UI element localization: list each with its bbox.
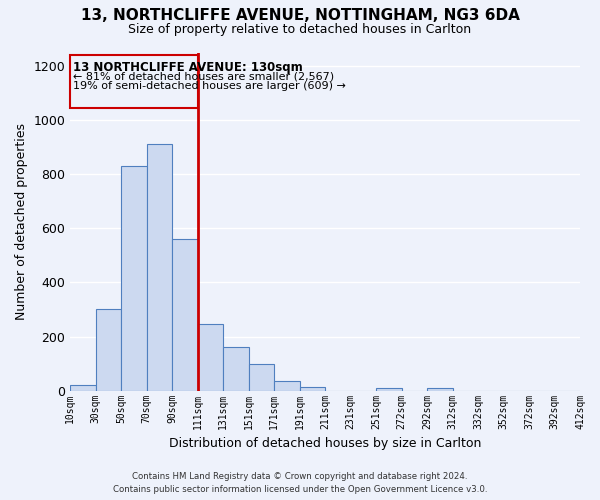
Text: Size of property relative to detached houses in Carlton: Size of property relative to detached ho… bbox=[128, 22, 472, 36]
Text: Contains HM Land Registry data © Crown copyright and database right 2024.
Contai: Contains HM Land Registry data © Crown c… bbox=[113, 472, 487, 494]
Text: 19% of semi-detached houses are larger (609) →: 19% of semi-detached houses are larger (… bbox=[73, 82, 346, 92]
Bar bbox=[427, 388, 452, 390]
Text: 13, NORTHCLIFFE AVENUE, NOTTINGHAM, NG3 6DA: 13, NORTHCLIFFE AVENUE, NOTTINGHAM, NG3 … bbox=[80, 8, 520, 22]
Y-axis label: Number of detached properties: Number of detached properties bbox=[15, 123, 28, 320]
Bar bbox=[299, 386, 325, 390]
FancyBboxPatch shape bbox=[70, 55, 198, 108]
Bar bbox=[147, 144, 172, 390]
Text: ← 81% of detached houses are smaller (2,567): ← 81% of detached houses are smaller (2,… bbox=[73, 72, 334, 82]
Text: 13 NORTHCLIFFE AVENUE: 130sqm: 13 NORTHCLIFFE AVENUE: 130sqm bbox=[73, 60, 303, 74]
Bar bbox=[121, 166, 147, 390]
Bar bbox=[274, 381, 299, 390]
Bar bbox=[96, 310, 121, 390]
Bar bbox=[172, 239, 198, 390]
Bar bbox=[223, 348, 248, 391]
Bar bbox=[70, 385, 96, 390]
Bar bbox=[376, 388, 401, 390]
X-axis label: Distribution of detached houses by size in Carlton: Distribution of detached houses by size … bbox=[169, 437, 481, 450]
Bar bbox=[198, 324, 223, 390]
Bar bbox=[248, 364, 274, 390]
